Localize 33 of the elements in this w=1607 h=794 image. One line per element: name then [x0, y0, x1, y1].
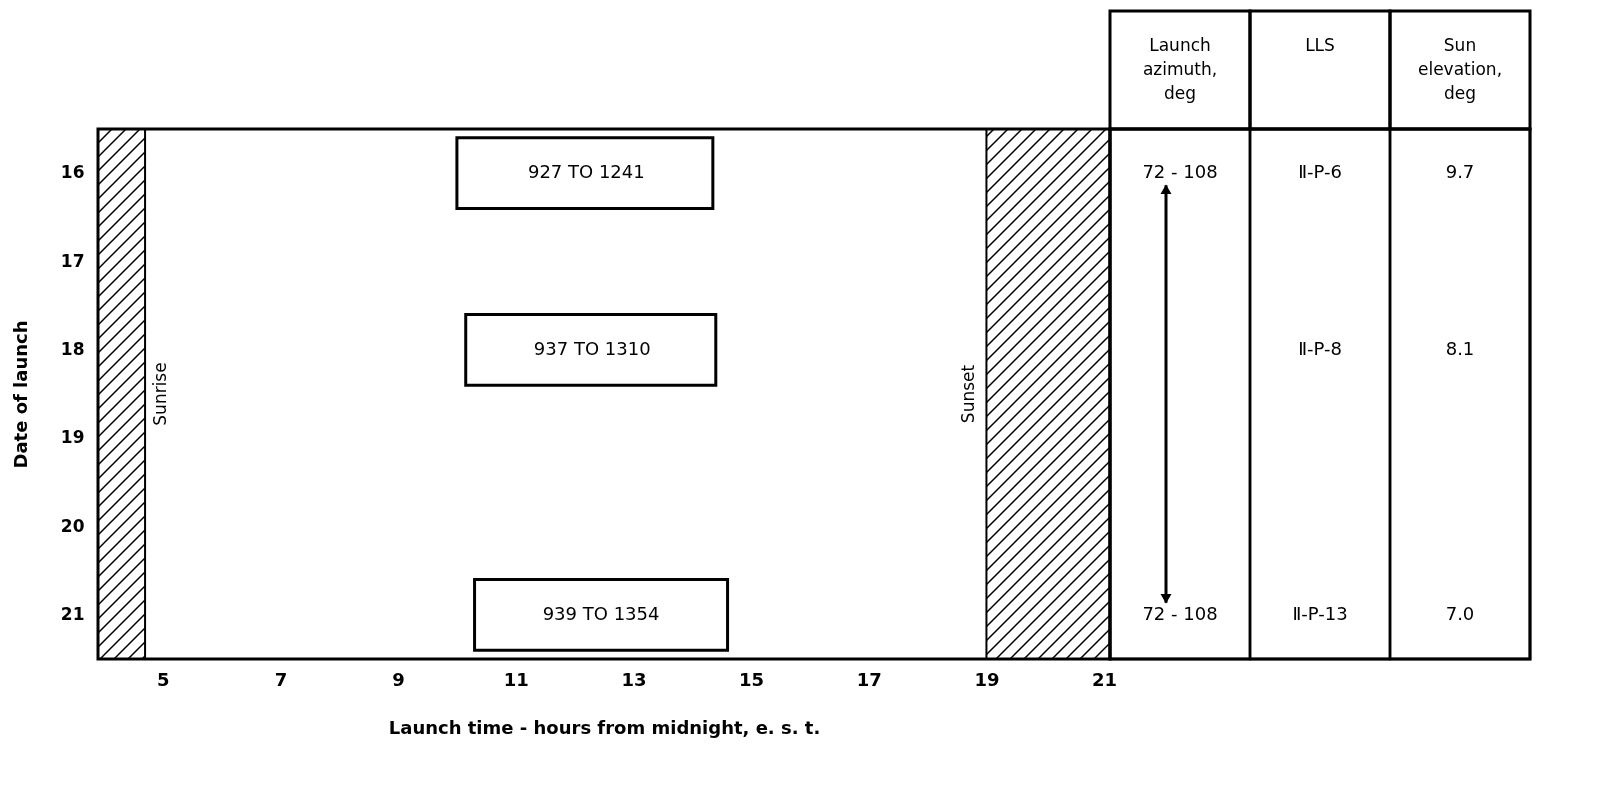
x-tick-label: 11 — [503, 668, 529, 690]
category-label: Launch azimuth, deg — [1142, 35, 1218, 103]
text: 9.7 — [1445, 161, 1475, 183]
y-tick-label: 20 — [60, 515, 85, 536]
x-tick-label: 19 — [974, 668, 1000, 690]
x-tick-label: 15 — [739, 668, 765, 690]
y-axis-title: Date of launch — [9, 320, 31, 469]
text: 8.1 — [1445, 337, 1475, 359]
x-tick-label: 5 — [156, 668, 170, 690]
y-tick-label: 21 — [60, 603, 85, 624]
annotation: 937 TO 1310 — [533, 337, 651, 359]
text: 72 - 108 — [1142, 161, 1218, 183]
x-axis-title: Launch time - hours from midnight, e. s. t. — [388, 716, 821, 738]
y-tick-label: 16 — [60, 162, 85, 183]
y-tick-label: 18 — [60, 338, 85, 359]
text: Ⅱ-P-8 — [1298, 337, 1342, 359]
text: Ⅱ-P-6 — [1298, 161, 1342, 183]
category-label: LLS — [1305, 35, 1335, 55]
x-tick-label: 21 — [1092, 668, 1118, 690]
text: 72 - 108 — [1142, 602, 1218, 624]
annotation: 927 TO 1241 — [527, 161, 645, 183]
x-tick-label: 17 — [856, 668, 882, 690]
annotation: 939 TO 1354 — [542, 602, 660, 624]
x-tick-label: 13 — [621, 668, 647, 690]
y-tick-label: 17 — [60, 250, 85, 271]
band-label: Sunset — [958, 364, 979, 424]
band-label: Sunrise — [150, 362, 171, 426]
x-tick-label: 7 — [274, 668, 288, 690]
y-tick-label: 19 — [60, 427, 85, 448]
text: 7.0 — [1445, 602, 1475, 624]
category-label: Sun elevation, deg — [1417, 35, 1503, 103]
x-tick-label: 9 — [392, 668, 405, 690]
text: Ⅱ-P-13 — [1292, 602, 1348, 624]
